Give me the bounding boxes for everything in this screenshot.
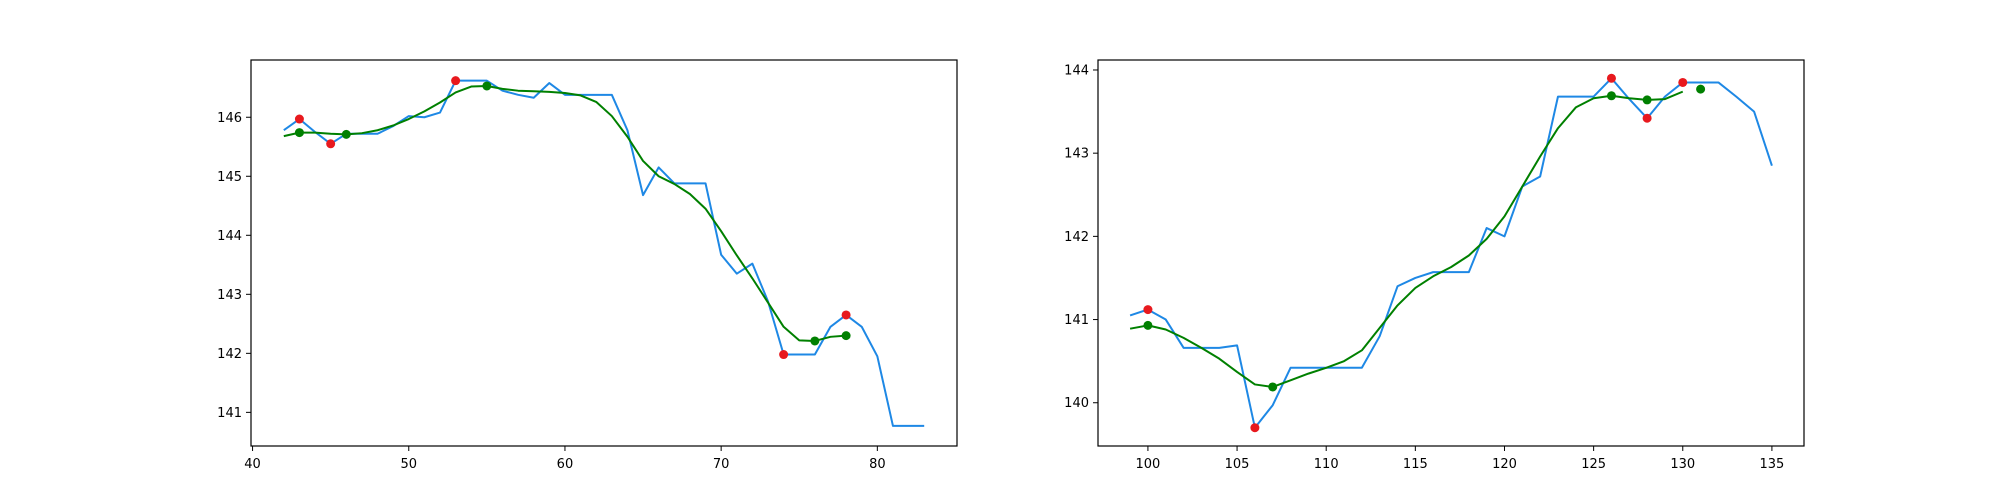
green-point-1-0 <box>1143 320 1153 330</box>
smoothed-line-1 <box>1129 90 1684 388</box>
y-tick-label-1-3: 143 <box>1064 147 1089 162</box>
red-point-0-1 <box>326 139 336 149</box>
y-tick-label-0-4: 145 <box>217 170 242 185</box>
red-point-0-2 <box>451 76 461 86</box>
x-tick-label-1-5: 125 <box>1581 457 1606 472</box>
red-point-1-0 <box>1143 305 1153 315</box>
green-point-1-2 <box>1606 91 1616 101</box>
chart-panel-left: 40 50 60 70 80 141 142 143 144 145 146 <box>217 59 958 472</box>
x-tick-label-1-1: 105 <box>1225 457 1250 472</box>
green-point-0-0 <box>294 128 304 138</box>
red-point-1-2 <box>1606 73 1616 83</box>
red-point-1-4 <box>1678 77 1688 87</box>
green-point-0-3 <box>810 336 820 346</box>
y-tick-label-1-2: 142 <box>1064 230 1089 245</box>
price-line-1 <box>1129 77 1773 429</box>
y-tick-label-1-0: 140 <box>1064 396 1089 411</box>
red-point-1-1 <box>1250 423 1260 433</box>
x-tick-label-1-2: 110 <box>1314 457 1339 472</box>
green-point-0-4 <box>841 331 851 341</box>
x-tick-label-1-3: 115 <box>1403 457 1428 472</box>
x-tick-label-0-3: 70 <box>713 457 730 472</box>
red-point-0-4 <box>841 310 851 320</box>
green-point-1-1 <box>1268 382 1278 392</box>
y-tick-label-0-2: 143 <box>217 288 242 303</box>
x-tick-label-0-1: 50 <box>400 457 417 472</box>
red-point-1-3 <box>1642 113 1652 123</box>
axes-frame-1 <box>1097 59 1805 447</box>
green-point-1-3 <box>1642 95 1652 105</box>
y-tick-label-0-3: 144 <box>217 229 242 244</box>
chart-panel-right: 100 105 110 115 120 125 130 135 140 141 142 143 144 <box>1064 59 1805 472</box>
x-tick-label-1-7: 135 <box>1759 457 1784 472</box>
green-point-0-1 <box>341 129 351 139</box>
y-tick-label-1-4: 144 <box>1064 63 1089 78</box>
y-tick-label-0-1: 142 <box>217 347 242 362</box>
red-point-0-3 <box>779 350 789 360</box>
green-point-0-2 <box>482 81 492 91</box>
y-tick-label-0-0: 141 <box>217 406 242 421</box>
x-tick-label-1-0: 100 <box>1136 457 1161 472</box>
price-line-0 <box>283 79 925 427</box>
y-tick-label-0-5: 146 <box>217 111 242 126</box>
x-tick-label-1-6: 130 <box>1670 457 1695 472</box>
x-tick-label-0-2: 60 <box>557 457 574 472</box>
green-point-1-4 <box>1696 84 1706 94</box>
x-tick-label-0-0: 40 <box>244 457 261 472</box>
axes-frame-0 <box>250 59 958 447</box>
x-tick-label-0-4: 80 <box>869 457 886 472</box>
smoothed-line-0 <box>283 84 847 342</box>
y-tick-label-1-1: 141 <box>1064 313 1089 328</box>
x-tick-label-1-4: 120 <box>1492 457 1517 472</box>
red-point-0-0 <box>294 114 304 124</box>
